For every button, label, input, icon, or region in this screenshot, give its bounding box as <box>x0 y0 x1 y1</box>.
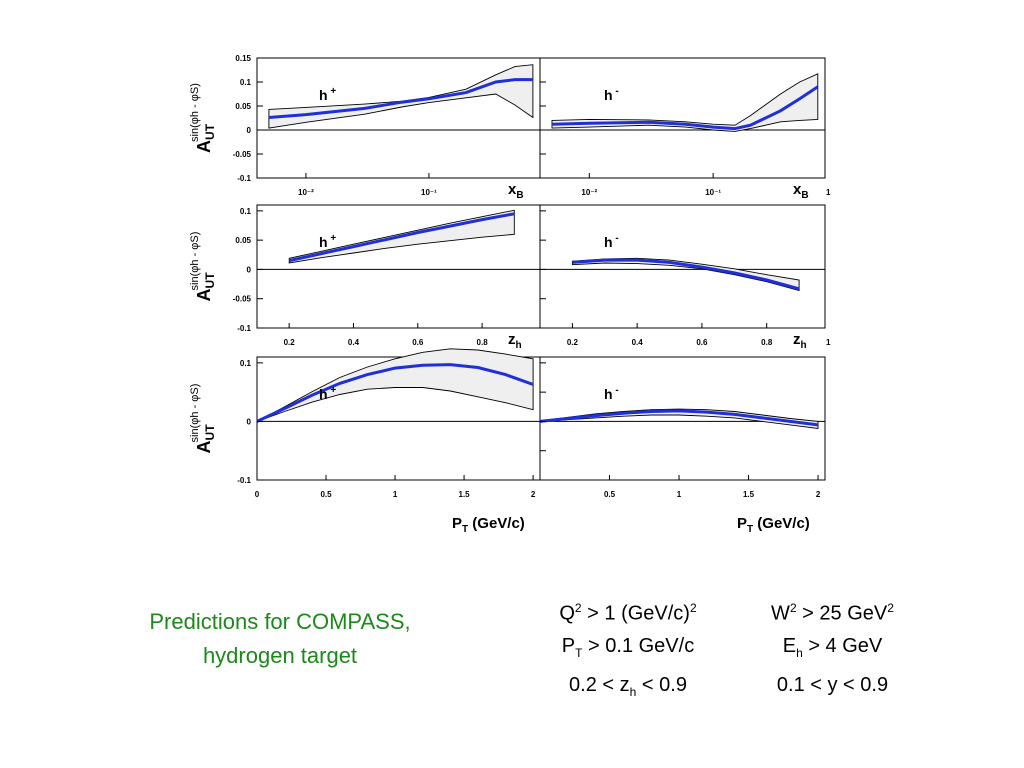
kinematic-cuts-right: W2 > 25 GeV2 Eh > 4 GeV 0.1 < y < 0.9 <box>745 592 920 701</box>
x-tick-label: 0.6 <box>696 338 708 347</box>
figure-caption: Predictions for COMPASS, hydrogen target <box>100 605 460 673</box>
panel-frame-1 <box>539 57 826 179</box>
caption-line-1: Predictions for COMPASS, <box>149 609 411 634</box>
hadron-label: h - <box>604 86 619 103</box>
x-tick-label: 10⁻¹ <box>421 188 437 197</box>
cut-eh: Eh > 4 GeV <box>782 634 883 660</box>
y-tick-label: 0.1 <box>240 359 252 368</box>
cut-y: 0.1 < y < 0.9 <box>776 673 889 696</box>
y-tick-label: -0.1 <box>237 324 251 333</box>
asymmetry-curve <box>268 78 533 119</box>
x-tick-label: 0.5 <box>604 490 616 499</box>
y-tick-label: 0.05 <box>235 236 251 245</box>
asymmetry-curve <box>256 363 534 423</box>
caption-line-2: hydrogen target <box>202 643 358 668</box>
x-tick-label: 0.4 <box>348 338 360 347</box>
cut-w2: W2 > 25 GeV2 <box>771 601 894 625</box>
x-axis-label: xB <box>508 181 524 201</box>
error-band <box>268 64 534 129</box>
x-axis-label: xB <box>793 181 809 201</box>
y-tick-label: 0.05 <box>235 102 251 111</box>
y-tick-label: -0.05 <box>233 295 252 304</box>
y-tick-label: 0.1 <box>240 78 252 87</box>
y-tick-label: 0.15 <box>235 54 251 63</box>
asymmetry-curve <box>551 85 819 131</box>
asymmetry-figure: h + 10⁻² 10⁻¹ 0.15 0.1 0.05 0 -0.05 -0.1 xB AUTsin… <box>189 54 831 535</box>
x-tick-label: 2 <box>531 490 536 499</box>
error-band <box>551 73 819 132</box>
asymmetry-curve <box>572 258 800 291</box>
x-tick-label: 0.2 <box>567 338 579 347</box>
cut-pt: PT > 0.1 GeV/c <box>561 634 695 660</box>
x-axis-label: PT (GeV/c) <box>452 515 525 535</box>
asymmetry-curve <box>288 212 515 263</box>
x-axis-label: zh <box>508 331 522 351</box>
hadron-label: h - <box>604 233 619 250</box>
y-tick-label: 0 <box>247 417 252 426</box>
kinematic-cuts-left: Q2 > 1 (GeV/c)2 PT > 0.1 GeV/c 0.2 < zh … <box>528 592 728 708</box>
y-tick-label: 0 <box>247 265 252 274</box>
x-tick-label: 2 <box>816 490 821 499</box>
hadron-label: h + <box>319 385 336 402</box>
y-tick-label: 0 <box>247 126 252 135</box>
hadron-label: h - <box>604 385 619 402</box>
x-tick-label: 0.4 <box>632 338 644 347</box>
error-band <box>256 348 534 422</box>
x-tick-label: 1 <box>826 188 831 197</box>
y-tick-label: -0.05 <box>233 150 252 159</box>
y-axis-label: AUTsin(φh - φS) <box>189 384 217 454</box>
y-tick-label: -0.1 <box>237 476 251 485</box>
x-tick-label: 1.5 <box>743 490 755 499</box>
cut-q2: Q2 > 1 (GeV/c)2 <box>559 601 697 625</box>
x-axis-label: PT (GeV/c) <box>737 515 810 535</box>
panel-frame-5 <box>539 356 826 481</box>
x-tick-label: 0.2 <box>284 338 296 347</box>
x-tick-label: 0.8 <box>477 338 489 347</box>
panel-frame-3 <box>539 204 826 329</box>
cut-zh: 0.2 < zh < 0.9 <box>569 673 687 699</box>
y-axis-label: AUTsin(φh - φS) <box>189 232 217 302</box>
x-tick-label: 1 <box>393 490 398 499</box>
x-tick-label: 1 <box>826 338 831 347</box>
y-tick-label: 0.1 <box>240 207 252 216</box>
x-tick-label: 0.6 <box>412 338 424 347</box>
y-axis-label: AUTsin(φh - φS) <box>189 83 217 153</box>
x-axis-label: zh <box>793 331 807 351</box>
error-band <box>571 257 800 292</box>
x-tick-label: 10⁻¹ <box>705 188 721 197</box>
x-tick-label: 0.8 <box>761 338 773 347</box>
x-tick-label: 10⁻² <box>581 188 597 197</box>
x-tick-label: 1 <box>677 490 682 499</box>
y-tick-label: -0.1 <box>237 174 251 183</box>
x-tick-label: 0 <box>255 490 260 499</box>
x-tick-label: 1.5 <box>459 490 471 499</box>
hadron-label: h + <box>319 86 336 103</box>
x-tick-label: 10⁻² <box>298 188 314 197</box>
hadron-label: h + <box>319 233 336 250</box>
asymmetry-curve <box>539 409 819 427</box>
x-tick-label: 0.5 <box>320 490 332 499</box>
